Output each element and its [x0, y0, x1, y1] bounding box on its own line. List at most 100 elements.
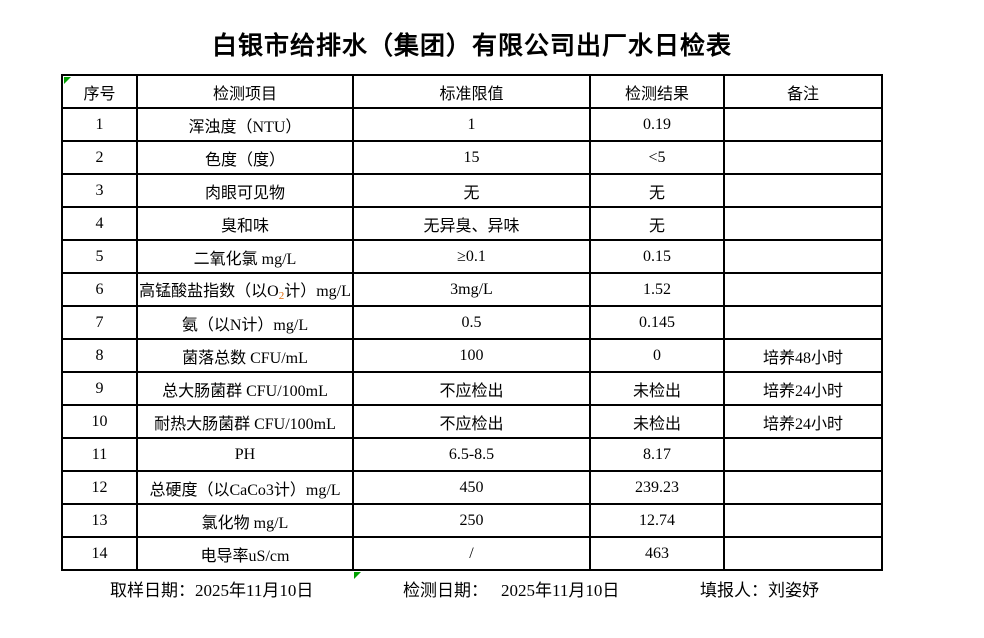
cell-no: 10 [61, 404, 138, 439]
table-body: 1 浑浊度（NTU） 1 0.19 2 色度（度） 15 <5 3 肉眼可见物 … [61, 107, 883, 571]
table-row: 6 高锰酸盐指数（以O2计）mg/L 3mg/L 1.52 [61, 272, 883, 307]
table-row: 13 氯化物 mg/L 250 12.74 [61, 503, 883, 538]
cell-item: 浑浊度（NTU） [136, 107, 354, 142]
cell-no: 14 [61, 536, 138, 571]
cell-standard: 250 [352, 503, 591, 538]
cell-remark [723, 503, 883, 538]
sampling-date-label: 取样日期： [110, 581, 195, 600]
page-title: 白银市给排水（集团）有限公司出厂水日检表 [211, 33, 732, 60]
reporter-label: 填报人： [700, 581, 768, 600]
reporter-line: 填报人：刘姿妤 [700, 576, 819, 601]
table-row: 4 臭和味 无异臭、异味 无 [61, 206, 883, 241]
table-row: 7 氨（以N计）mg/L 0.5 0.145 [61, 305, 883, 340]
cell-standard: 无 [352, 173, 591, 208]
cell-standard: 不应检出 [352, 371, 591, 406]
cell-standard: 450 [352, 470, 591, 505]
cell-result: 无 [589, 206, 725, 241]
cell-remark: 培养24小时 [723, 371, 883, 406]
header-cell-standard: 标准限值 [352, 74, 591, 109]
header-cell-remark: 备注 [723, 74, 883, 109]
cell-item: 臭和味 [136, 206, 354, 241]
cell-item: 电导率uS/cm [136, 536, 354, 571]
header-cell-no: 序号 [61, 74, 138, 109]
cell-remark [723, 173, 883, 208]
table-row: 11 PH 6.5-8.5 8.17 [61, 437, 883, 472]
table-header-row: 序号 检测项目 标准限值 检测结果 备注 [61, 74, 883, 109]
inspection-table: 序号 检测项目 标准限值 检测结果 备注 1 浑浊度（NTU） 1 0.19 2… [61, 74, 883, 571]
cell-result: 未检出 [589, 404, 725, 439]
subscript-2: 2 [278, 290, 285, 302]
cell-item: 氯化物 mg/L [136, 503, 354, 538]
cell-standard: ≥0.1 [352, 239, 591, 274]
table-row: 5 二氧化氯 mg/L ≥0.1 0.15 [61, 239, 883, 274]
test-date-line: 检测日期： 2025年11月10日 [403, 576, 619, 601]
cell-remark [723, 140, 883, 175]
cell-standard: 无异臭、异味 [352, 206, 591, 241]
cell-item: 色度（度） [136, 140, 354, 175]
cell-no: 7 [61, 305, 138, 340]
cell-standard: 不应检出 [352, 404, 591, 439]
item-text: 高锰酸盐指数（以O [139, 283, 279, 300]
table-row: 10 耐热大肠菌群 CFU/100mL 不应检出 未检出 培养24小时 [61, 404, 883, 439]
header-cell-item: 检测项目 [136, 74, 354, 109]
cell-no: 11 [61, 437, 138, 472]
reporter-name: 刘姿妤 [768, 581, 819, 600]
cell-no: 1 [61, 107, 138, 142]
cell-result: 0.15 [589, 239, 725, 274]
cell-remark [723, 536, 883, 571]
header-cell-result: 检测结果 [589, 74, 725, 109]
cell-remark [723, 107, 883, 142]
cell-result: 8.17 [589, 437, 725, 472]
cell-no: 12 [61, 470, 138, 505]
sampling-date-value: 2025年11月10日 [195, 581, 314, 600]
cell-no: 3 [61, 173, 138, 208]
cell-remark [723, 305, 883, 340]
cell-result: 0.19 [589, 107, 725, 142]
cell-item: 二氧化氯 mg/L [136, 239, 354, 274]
table-row: 14 电导率uS/cm / 463 [61, 536, 883, 571]
cell-no: 9 [61, 371, 138, 406]
test-date-label: 检测日期： [403, 581, 488, 600]
cell-item: 菌落总数 CFU/mL [136, 338, 354, 373]
table-row: 9 总大肠菌群 CFU/100mL 不应检出 未检出 培养24小时 [61, 371, 883, 406]
cell-no: 13 [61, 503, 138, 538]
cell-remark [723, 206, 883, 241]
cell-result: 239.23 [589, 470, 725, 505]
cell-item: PH [136, 437, 354, 472]
test-date-value: 2025年11月10日 [501, 581, 620, 600]
cell-standard: 0.5 [352, 305, 591, 340]
cell-result: 无 [589, 173, 725, 208]
error-indicator-icon [354, 572, 361, 579]
cell-item: 高锰酸盐指数（以O2计）mg/L [136, 272, 354, 307]
cell-result: 1.52 [589, 272, 725, 307]
cell-no: 2 [61, 140, 138, 175]
cell-result: 463 [589, 536, 725, 571]
cell-result: 0.145 [589, 305, 725, 340]
cell-standard: 6.5-8.5 [352, 437, 591, 472]
table-row: 3 肉眼可见物 无 无 [61, 173, 883, 208]
cell-standard: 100 [352, 338, 591, 373]
cell-standard: 1 [352, 107, 591, 142]
table-row: 2 色度（度） 15 <5 [61, 140, 883, 175]
cell-no: 6 [61, 272, 138, 307]
cell-no: 4 [61, 206, 138, 241]
cell-result: 未检出 [589, 371, 725, 406]
cell-remark [723, 272, 883, 307]
cell-item: 肉眼可见物 [136, 173, 354, 208]
cell-remark [723, 239, 883, 274]
cell-result: 0 [589, 338, 725, 373]
cell-remark [723, 437, 883, 472]
cell-standard: 3mg/L [352, 272, 591, 307]
cell-remark: 培养48小时 [723, 338, 883, 373]
cell-remark [723, 470, 883, 505]
inspection-table-wrapper: 序号 检测项目 标准限值 检测结果 备注 1 浑浊度（NTU） 1 0.19 2… [61, 74, 883, 579]
sampling-date-line: 取样日期：2025年11月10日 [110, 576, 313, 601]
table-row: 8 菌落总数 CFU/mL 100 0 培养48小时 [61, 338, 883, 373]
cell-item: 氨（以N计）mg/L [136, 305, 354, 340]
table-row: 1 浑浊度（NTU） 1 0.19 [61, 107, 883, 142]
cell-item: 耐热大肠菌群 CFU/100mL [136, 404, 354, 439]
cell-standard: 15 [352, 140, 591, 175]
error-indicator-icon [64, 77, 71, 84]
item-text: 计）mg/L [284, 283, 351, 300]
cell-result: <5 [589, 140, 725, 175]
